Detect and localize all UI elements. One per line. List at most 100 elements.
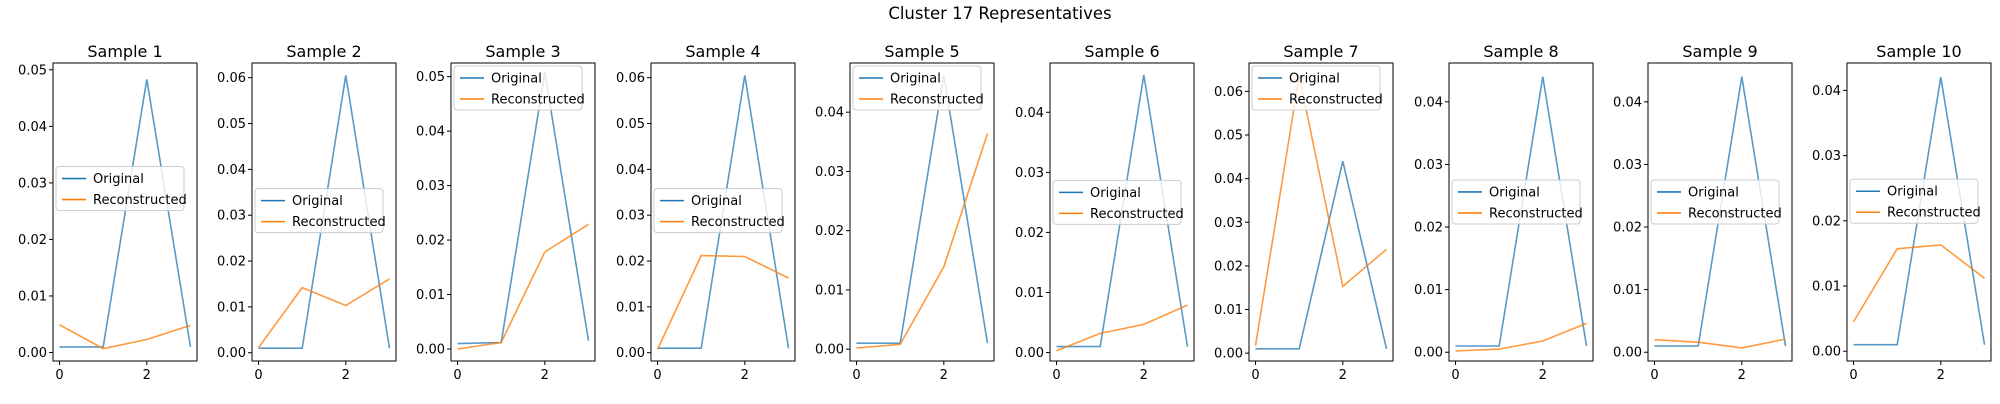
y-tick-label: 0.03 xyxy=(815,165,844,180)
x-tick-label: 0 xyxy=(653,368,661,383)
axes-frame xyxy=(650,62,796,362)
subplot-title: Sample 2 xyxy=(286,42,361,61)
y-tick-label: 0.03 xyxy=(18,176,47,191)
x-tick-label: 2 xyxy=(1738,368,1746,383)
series-line-reconstructed xyxy=(1654,338,1786,349)
subplot-title: Sample 3 xyxy=(485,42,560,61)
subplot-title: Sample 4 xyxy=(685,42,760,61)
subplot-3: Sample 3 0.00 0.01 0.02 0.03 0.04 0.05 0 2 Origin… xyxy=(416,42,596,383)
axes-frame xyxy=(1448,62,1594,362)
axes-frame xyxy=(1049,62,1195,362)
subplot-1: Sample 1 0.00 0.01 0.02 0.03 0.04 0.05 0 2 Origin… xyxy=(18,42,198,383)
axes-frame xyxy=(1248,62,1394,362)
legend: Original Reconstructed xyxy=(453,65,585,111)
y-tick-label: 0.02 xyxy=(815,224,844,239)
y-tick-label: 0.02 xyxy=(616,255,645,270)
legend-label: Original xyxy=(691,194,742,209)
legend-box xyxy=(852,65,982,111)
y-tick-label: 0.01 xyxy=(416,288,445,303)
y-tick-label: 0.01 xyxy=(1414,283,1443,298)
x-tick-label: 0 xyxy=(453,368,461,383)
x-tick-label: 0 xyxy=(1052,368,1060,383)
legend-box xyxy=(1451,179,1581,225)
x-tick-label: 0 xyxy=(55,368,63,383)
y-tick-label: 0.00 xyxy=(416,343,445,358)
subplot-title: Sample 8 xyxy=(1483,42,1558,61)
legend-box xyxy=(653,188,783,234)
legend-label: Reconstructed xyxy=(1887,206,1981,221)
series-line-reconstructed xyxy=(1056,304,1188,352)
legend-label: Original xyxy=(1489,185,1540,200)
subplot-title: Sample 5 xyxy=(884,42,959,61)
subplot-title: Sample 6 xyxy=(1084,42,1159,61)
subplot-2: Sample 2 0.00 0.01 0.02 0.03 0.04 0.05 0.06 0 2 Or… xyxy=(217,42,397,383)
series-line-original xyxy=(1255,161,1388,350)
subplot-5: Sample 5 0.00 0.01 0.02 0.03 0.04 0 2 Original Re… xyxy=(815,42,995,383)
series-line-reconstructed xyxy=(656,254,789,350)
legend: Original Reconstructed xyxy=(254,188,386,234)
y-tick-label: 0.00 xyxy=(1214,347,1243,362)
subplot-7: Sample 7 0.00 0.01 0.02 0.03 0.04 0.05 0.06 0 2 Or… xyxy=(1214,42,1394,383)
legend: Original Reconstructed xyxy=(55,166,187,212)
legend-label: Original xyxy=(1887,185,1938,200)
x-tick-label: 0 xyxy=(1451,368,1459,383)
y-tick-label: 0.00 xyxy=(1613,346,1642,361)
y-tick-label: 0.06 xyxy=(1214,85,1243,100)
y-tick-label: 0.04 xyxy=(1214,172,1243,187)
legend-label: Original xyxy=(1688,185,1739,200)
y-tick-label: 0.00 xyxy=(1414,346,1443,361)
y-tick-label: 0.04 xyxy=(18,120,47,135)
legend-label: Original xyxy=(1090,186,1141,201)
axes-frame xyxy=(1647,62,1793,362)
legend: Original Reconstructed xyxy=(653,188,785,234)
y-tick-label: 0.05 xyxy=(18,63,47,78)
y-tick-label: 0.02 xyxy=(1812,214,1841,229)
legend-box xyxy=(1849,178,1979,224)
legend-label: Reconstructed xyxy=(491,93,585,108)
subplot-title: Sample 9 xyxy=(1682,42,1757,61)
x-tick-label: 0 xyxy=(1849,368,1857,383)
legend-box xyxy=(1052,179,1182,225)
axes-frame xyxy=(1846,62,1992,362)
y-tick-label: 0.06 xyxy=(217,71,246,86)
x-tick-label: 2 xyxy=(1140,368,1148,383)
x-tick-label: 0 xyxy=(1650,368,1658,383)
y-tick-label: 0.04 xyxy=(616,163,645,178)
y-tick-label: 0.04 xyxy=(815,106,844,121)
series-line-reconstructed xyxy=(1254,75,1388,346)
subplot-9: Sample 9 0.00 0.01 0.02 0.03 0.04 0 2 Original Re… xyxy=(1613,42,1793,383)
y-tick-label: 0.02 xyxy=(1214,259,1243,274)
legend-box xyxy=(1251,65,1381,111)
y-tick-label: 0.02 xyxy=(18,233,47,248)
subplot-10: Sample 10 0.00 0.01 0.02 0.03 0.04 0 2 Original R… xyxy=(1812,42,1992,383)
subplot-8: Sample 8 0.00 0.01 0.02 0.03 0.04 0 2 Original Re… xyxy=(1414,42,1594,383)
subplot-title: Sample 7 xyxy=(1283,42,1358,61)
legend-label: Original xyxy=(93,172,144,187)
series-line-reconstructed xyxy=(1852,244,1985,323)
subplot-title: Sample 10 xyxy=(1876,42,1961,61)
axes-frame xyxy=(52,62,198,362)
x-tick-label: 2 xyxy=(1539,368,1547,383)
y-tick-label: 0.01 xyxy=(1214,303,1243,318)
legend-label: Original xyxy=(292,194,343,209)
legend-label: Reconstructed xyxy=(93,193,187,208)
y-tick-label: 0.05 xyxy=(1214,128,1243,143)
y-tick-label: 0.04 xyxy=(1414,95,1443,110)
axes-frame xyxy=(450,62,596,362)
x-tick-label: 2 xyxy=(1339,368,1347,383)
y-tick-label: 0.01 xyxy=(18,289,47,304)
y-tick-label: 0.04 xyxy=(416,125,445,140)
y-tick-label: 0.06 xyxy=(616,71,645,86)
subplot-4: Sample 4 0.00 0.01 0.02 0.03 0.04 0.05 0.06 0 2 Or… xyxy=(616,42,796,383)
y-tick-label: 0.00 xyxy=(1015,346,1044,361)
legend: Original Reconstructed xyxy=(1451,179,1583,225)
y-tick-label: 0.03 xyxy=(1812,149,1841,164)
y-tick-label: 0.05 xyxy=(416,70,445,85)
series-line-reconstructed xyxy=(457,223,589,350)
y-tick-label: 0.01 xyxy=(1613,283,1642,298)
y-tick-label: 0.01 xyxy=(1015,286,1044,301)
legend-label: Original xyxy=(491,72,542,87)
y-tick-label: 0.03 xyxy=(616,209,645,224)
